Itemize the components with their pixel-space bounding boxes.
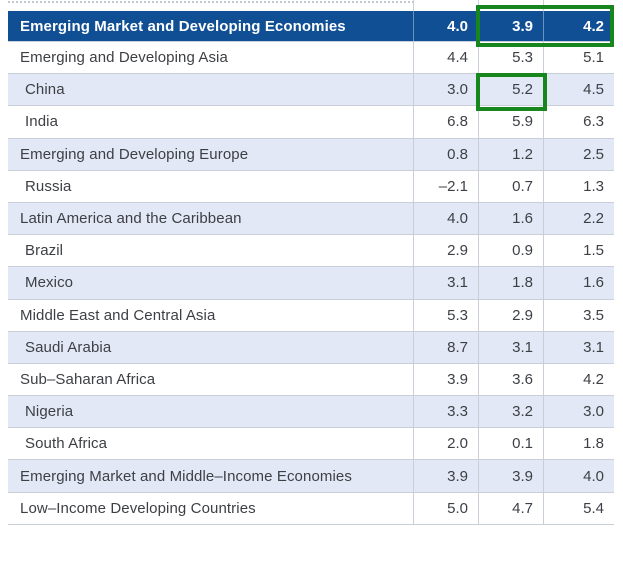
table-row: China 3.0 5.2 4.5 bbox=[8, 74, 614, 107]
value-cell: 3.2 bbox=[478, 396, 543, 428]
table-row: Russia –2.1 0.7 1.3 bbox=[8, 170, 614, 203]
value-cell: 2.0 bbox=[413, 428, 478, 460]
row-label: Emerging and Developing Europe bbox=[20, 145, 249, 163]
value-cell: 3.9 bbox=[413, 460, 478, 492]
previous-row-dotted-edge bbox=[8, 1, 414, 3]
value-cell: 2.5 bbox=[543, 138, 614, 170]
row-label: Saudi Arabia bbox=[25, 338, 112, 356]
value-cell: 3.9 bbox=[478, 460, 543, 492]
value-cell: 2.9 bbox=[478, 299, 543, 331]
row-label: India bbox=[25, 113, 59, 131]
row-label: Russia bbox=[25, 177, 72, 195]
value-cell: 4.0 bbox=[413, 202, 478, 235]
value-cell: –2.1 bbox=[413, 170, 478, 202]
value-cell: 5.0 bbox=[413, 492, 478, 524]
table-row: Brazil 2.9 0.9 1.5 bbox=[8, 235, 614, 268]
value-cell: 8.7 bbox=[413, 331, 478, 363]
value-cell: 6.3 bbox=[543, 106, 614, 138]
value-cell: 3.9 bbox=[413, 363, 478, 396]
table-row: Mexico 3.1 1.8 1.6 bbox=[8, 267, 614, 300]
table-row: India 6.8 5.9 6.3 bbox=[8, 106, 614, 139]
row-label: Sub–Saharan Africa bbox=[20, 370, 156, 388]
value-cell: 1.8 bbox=[543, 428, 614, 460]
value-cell: 4.2 bbox=[543, 363, 614, 396]
row-label: Emerging Market and Developing Economies bbox=[20, 17, 346, 35]
highlight-box-header-projections bbox=[476, 5, 614, 47]
value-cell: 3.6 bbox=[478, 363, 543, 396]
row-label: South Africa bbox=[25, 435, 108, 453]
column-gridline-fragment bbox=[413, 0, 414, 11]
table-row: Nigeria 3.3 3.2 3.0 bbox=[8, 396, 614, 429]
value-cell: 5.3 bbox=[413, 299, 478, 331]
value-cell: 0.7 bbox=[478, 170, 543, 202]
table-row: Emerging and Developing Asia 4.4 5.3 5.1 bbox=[8, 42, 614, 75]
table-row: Emerging and Developing Europe 0.8 1.2 2.5 bbox=[8, 138, 614, 171]
table-row-header: Emerging Market and Developing Economies… bbox=[8, 11, 614, 42]
value-cell: 5.1 bbox=[543, 42, 614, 74]
value-cell: 0.8 bbox=[413, 138, 478, 170]
value-cell: 3.3 bbox=[413, 396, 478, 428]
table-row: Sub–Saharan Africa 3.9 3.6 4.2 bbox=[8, 363, 614, 397]
value-cell: 1.6 bbox=[543, 267, 614, 299]
value-cell: 0.1 bbox=[478, 428, 543, 460]
value-cell: 1.3 bbox=[543, 170, 614, 202]
row-label: China bbox=[25, 81, 65, 99]
table-row: Low–Income Developing Countries 5.0 4.7 5.4 bbox=[8, 492, 614, 525]
value-cell: 5.3 bbox=[478, 42, 543, 74]
value-cell: 4.5 bbox=[543, 74, 614, 106]
value-cell: 5.9 bbox=[478, 106, 543, 138]
value-cell: 5.4 bbox=[543, 492, 614, 524]
row-label: Emerging Market and Middle–Income Econom… bbox=[20, 467, 352, 485]
value-cell: 3.1 bbox=[478, 331, 543, 363]
value-cell: 2.2 bbox=[543, 202, 614, 235]
value-cell: 3.1 bbox=[413, 267, 478, 299]
value-cell: 4.2 bbox=[543, 11, 614, 41]
value-cell: 3.5 bbox=[543, 299, 614, 331]
value-cell: 1.5 bbox=[543, 235, 614, 267]
value-cell: 3.0 bbox=[543, 396, 614, 428]
table-row: South Africa 2.0 0.1 1.8 bbox=[8, 428, 614, 461]
value-cell: 1.2 bbox=[478, 138, 543, 170]
value-cell: 4.0 bbox=[413, 11, 478, 41]
value-cell: 4.0 bbox=[543, 460, 614, 492]
table: Emerging Market and Developing Economies… bbox=[8, 11, 614, 525]
table-row: Saudi Arabia 8.7 3.1 3.1 bbox=[8, 331, 614, 364]
table-row: Emerging Market and Middle–Income Econom… bbox=[8, 460, 614, 493]
row-label: Middle East and Central Asia bbox=[20, 306, 216, 324]
value-cell: 6.8 bbox=[413, 106, 478, 138]
table-row: Middle East and Central Asia 5.3 2.9 3.5 bbox=[8, 299, 614, 332]
table-row: Latin America and the Caribbean 4.0 1.6 2.2 bbox=[8, 202, 614, 236]
value-cell: 3.1 bbox=[543, 331, 614, 363]
value-cell: 0.9 bbox=[478, 235, 543, 267]
value-cell: 1.6 bbox=[478, 202, 543, 235]
value-cell: 4.4 bbox=[413, 42, 478, 74]
row-label: Latin America and the Caribbean bbox=[20, 210, 242, 228]
row-label: Low–Income Developing Countries bbox=[20, 499, 256, 517]
highlight-box-china-projection bbox=[476, 73, 547, 111]
value-cell: 2.9 bbox=[413, 235, 478, 267]
table-rows: Emerging and Developing Asia 4.4 5.3 5.1 Chi… bbox=[8, 42, 614, 525]
row-label: Emerging and Developing Asia bbox=[20, 49, 228, 67]
row-label: Nigeria bbox=[25, 403, 74, 421]
value-cell: 4.7 bbox=[478, 492, 543, 524]
value-cell: 3.0 bbox=[413, 74, 478, 106]
value-cell: 1.8 bbox=[478, 267, 543, 299]
row-label: Mexico bbox=[25, 274, 74, 292]
row-label: Brazil bbox=[25, 242, 64, 260]
